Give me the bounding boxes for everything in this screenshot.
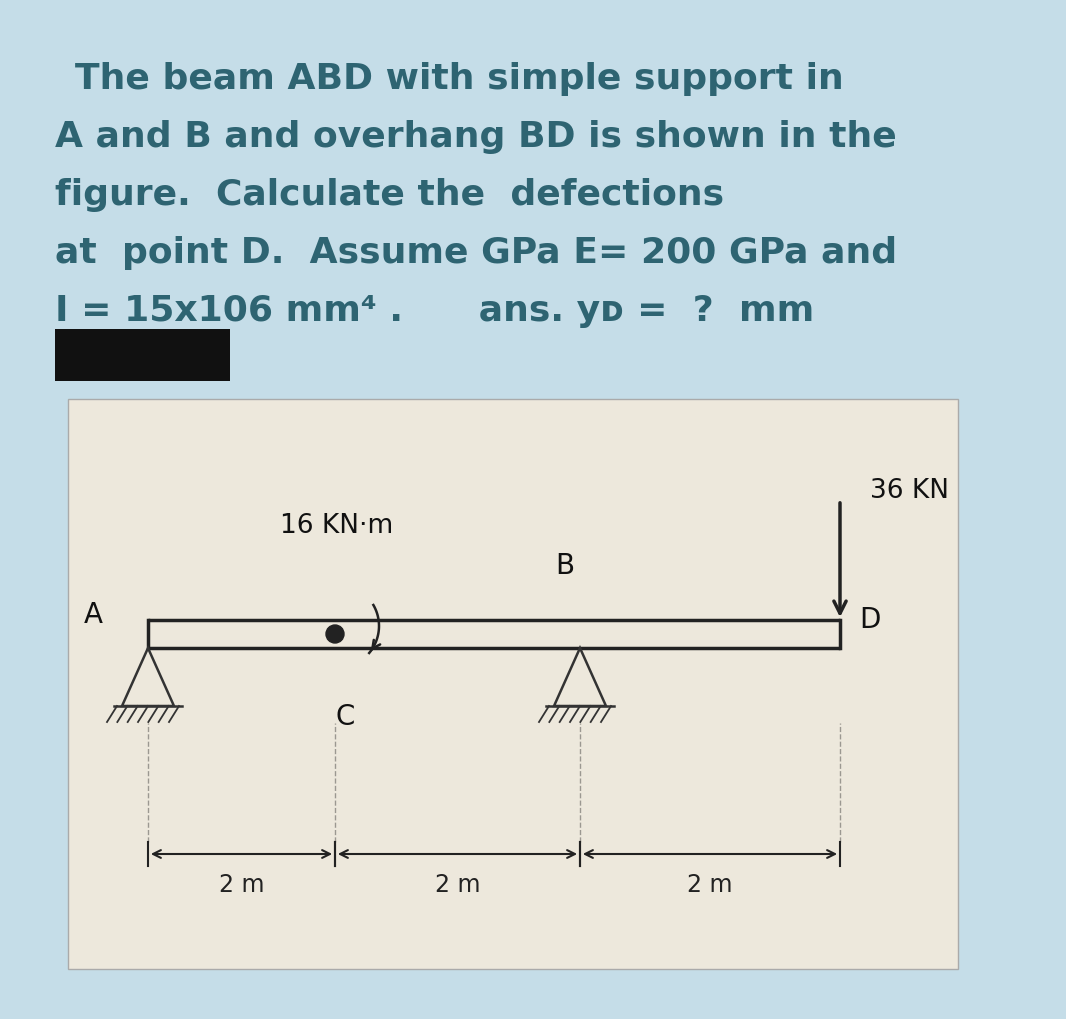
Bar (68, 399, 958, 969)
Text: 2 m: 2 m (688, 872, 732, 896)
Text: A and B and overhang BD is shown in the: A and B and overhang BD is shown in the (55, 120, 897, 154)
Text: at  point D.  Assume GPa E= 200 GPa and: at point D. Assume GPa E= 200 GPa and (55, 235, 898, 270)
Text: 2 m: 2 m (435, 872, 481, 896)
Text: 36 KN: 36 KN (870, 478, 949, 503)
Text: B: B (555, 551, 575, 580)
Text: D: D (859, 605, 881, 634)
Text: A: A (83, 600, 102, 629)
Text: 16 KN·m: 16 KN·m (280, 513, 393, 538)
Text: 2 m: 2 m (219, 872, 264, 896)
Text: The beam ABD with simple support in: The beam ABD with simple support in (75, 62, 844, 96)
Text: I = 15x106 mm⁴ .      ans. yᴅ =  ?  mm: I = 15x106 mm⁴ . ans. yᴅ = ? mm (55, 293, 814, 328)
Text: figure.  Calculate the  defections: figure. Calculate the defections (55, 178, 724, 212)
Text: C: C (336, 702, 355, 731)
Bar (55, 330, 230, 382)
Circle shape (326, 626, 344, 643)
